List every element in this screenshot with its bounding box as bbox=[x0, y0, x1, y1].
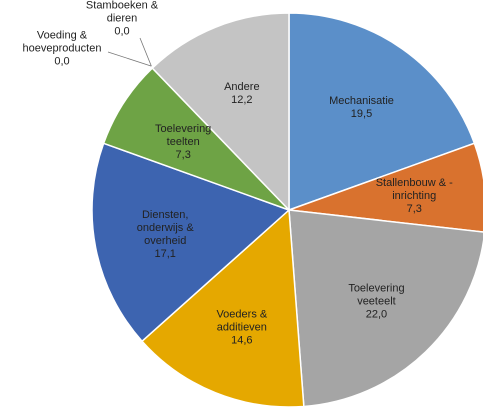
slice-label-line: Diensten, bbox=[142, 209, 188, 221]
slice-label-line: Voeding & bbox=[37, 30, 88, 42]
pie-slice bbox=[288, 12, 476, 212]
slice-label-line: Stallenbouw & - bbox=[376, 177, 453, 189]
value-label: 22,0 bbox=[366, 308, 387, 320]
value-label: 17,1 bbox=[155, 248, 176, 260]
slice-label: Stamboeken & dieren bbox=[86, 0, 159, 25]
slice-label: Toelevering teelten bbox=[155, 123, 211, 148]
pie-slice bbox=[288, 142, 483, 233]
slice-label-line: Voeders & bbox=[216, 308, 267, 320]
slice-label-line: Mechanisatie bbox=[329, 95, 394, 107]
value-label: 14,6 bbox=[231, 334, 252, 346]
pie-slice bbox=[151, 12, 290, 212]
slice-label-line: Andere bbox=[224, 81, 259, 93]
value-label: 12,2 bbox=[231, 94, 252, 106]
slice-label: Mechanisatie bbox=[329, 95, 394, 107]
slice-label: Voeding & hoeveproducten bbox=[23, 30, 102, 55]
slice-label-line: additieven bbox=[217, 321, 267, 333]
slice-label: Stallenbouw & -inrichting bbox=[376, 177, 453, 202]
slice-label-line: hoeveproducten bbox=[23, 43, 102, 55]
slice-label-line: dieren bbox=[107, 13, 138, 25]
slice-label: Andere bbox=[224, 81, 259, 93]
leader-line bbox=[139, 37, 152, 67]
slice-label: Toelevering veeteelt bbox=[348, 282, 404, 307]
value-label: 0,0 bbox=[114, 26, 129, 38]
leader-line bbox=[107, 51, 152, 67]
slice-label-line: teelten bbox=[167, 136, 200, 148]
pie-slice bbox=[288, 209, 483, 408]
slice-label-line: veeteelt bbox=[357, 295, 396, 307]
slice-label-line: onderwijs & bbox=[137, 222, 195, 234]
value-label: 7,3 bbox=[407, 203, 422, 215]
value-label: 19,5 bbox=[351, 108, 372, 120]
slice-label-line: Stamboeken & bbox=[86, 0, 159, 12]
slice-label-line: overheid bbox=[144, 235, 186, 247]
slice-label-line: Toelevering bbox=[155, 123, 211, 135]
slice-label: Voeders & additieven bbox=[216, 308, 267, 333]
value-label: 0,0 bbox=[54, 56, 69, 68]
slice-label: Diensten, onderwijs & overheid bbox=[137, 209, 195, 247]
pie-slice bbox=[140, 208, 305, 408]
slice-label-line: Toelevering bbox=[348, 282, 404, 294]
slice-label-line: inrichting bbox=[392, 190, 436, 202]
value-label: 7,3 bbox=[176, 149, 191, 161]
